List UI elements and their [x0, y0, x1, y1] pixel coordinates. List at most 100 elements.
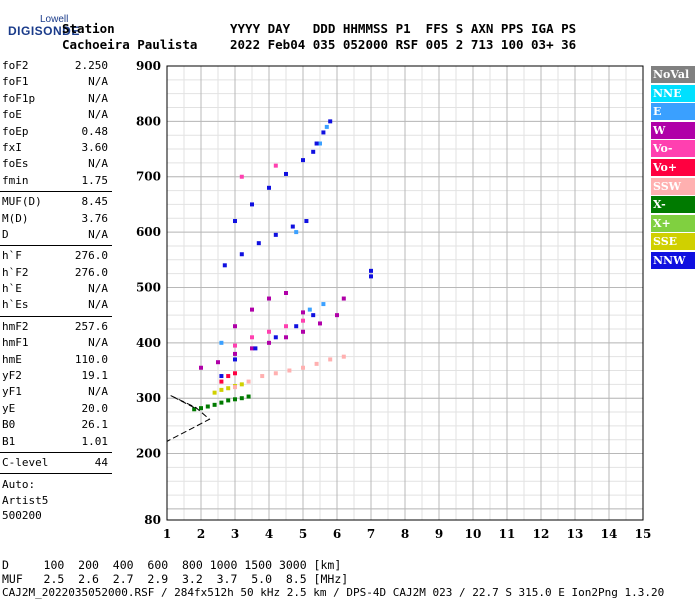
y-tick-label: 200	[136, 447, 161, 461]
legend-item: NNW	[651, 251, 695, 269]
logo-digisonde: DIGISONDE	[8, 24, 80, 38]
data-point	[318, 321, 322, 326]
parameter-row: hmF1 N/A	[0, 335, 112, 351]
x-tick-label: 1	[163, 527, 171, 541]
data-point	[205, 404, 210, 409]
x-tick-label: 15	[635, 527, 652, 541]
data-point	[233, 343, 237, 348]
data-point	[253, 346, 258, 351]
x-tick-label: 6	[333, 527, 341, 541]
autoscaling-info: Auto: Artist5 500200	[2, 478, 48, 525]
parameter-name: h`F2	[2, 265, 29, 279]
data-point	[267, 185, 271, 190]
parameter-value: 44	[94, 455, 108, 469]
x-tick-label: 2	[197, 527, 205, 541]
legend-item: X+	[651, 214, 695, 232]
parameter-name: fxI	[2, 140, 22, 154]
data-point	[219, 379, 224, 384]
parameter-value: N/A	[88, 385, 108, 399]
parameter-row: foF1 N/A	[0, 74, 112, 90]
parameter-value: 8.45	[81, 195, 109, 209]
parameter-value: N/A	[88, 227, 108, 241]
y-tick-label: 80	[144, 513, 161, 527]
header-station-label: Station	[62, 21, 115, 36]
parameter-row: foE N/A	[0, 107, 112, 123]
parameter-row: MUF(D) 8.45	[0, 194, 112, 210]
data-point	[219, 400, 224, 405]
data-point	[311, 313, 316, 318]
y-tick-label: 900	[136, 59, 161, 73]
parameter-value: 1.01	[81, 434, 109, 448]
parameter-row: fmin 1.75	[0, 173, 112, 189]
data-point	[233, 324, 237, 329]
data-point	[301, 310, 305, 315]
parameter-value: 2.250	[74, 59, 108, 72]
file-info-footer: CAJ2M_2022035052000.RSF / 284fx512h 50 k…	[2, 586, 665, 599]
data-point	[284, 335, 288, 340]
data-point	[301, 318, 305, 323]
legend-item: W	[651, 121, 695, 139]
parameter-value: 0.48	[81, 124, 109, 138]
data-point	[256, 241, 261, 246]
parameter-name: M(D)	[2, 211, 29, 225]
data-point	[222, 263, 227, 268]
parameter-row: yE 20.0	[0, 401, 112, 417]
data-point	[239, 252, 244, 257]
data-point	[335, 313, 339, 318]
parameter-row: hmF2 257.6	[0, 319, 112, 335]
data-point	[301, 158, 305, 163]
x-tick-label: 14	[601, 527, 618, 541]
data-point	[216, 360, 220, 365]
legend-item: SSW	[651, 177, 695, 195]
parameter-name: D	[2, 227, 9, 241]
parameter-divider	[0, 451, 112, 453]
parameter-row: D N/A	[0, 227, 112, 243]
parameter-value: N/A	[88, 282, 108, 296]
data-point	[328, 357, 333, 362]
parameter-row: foEs N/A	[0, 156, 112, 172]
x-tick-label: 5	[299, 527, 307, 541]
legend-item: E	[651, 103, 695, 121]
legend-item: SSE	[651, 233, 695, 251]
data-point	[324, 124, 329, 129]
parameter-row: h`F 276.0	[0, 248, 112, 264]
parameter-value: 3.60	[81, 140, 109, 154]
legend-item: NoVal	[651, 66, 695, 83]
parameter-panel: foF2 2.250 foF1 N/A foF1p N/A foE N/A foEp 0.48 fx…	[0, 58, 112, 476]
data-point	[233, 397, 237, 402]
header-columns: YYYY DAY DDD HHMMSS P1 FFS S AXN PPS IGA…	[230, 21, 577, 36]
parameter-divider	[0, 245, 112, 247]
x-tick-label: 8	[401, 527, 409, 541]
parameter-name: foEp	[2, 124, 29, 138]
y-tick-label: 600	[136, 225, 161, 239]
parameter-row: fxI 3.60	[0, 140, 112, 156]
parameter-row: h`Es N/A	[0, 297, 112, 313]
auto-line: Artist5	[2, 493, 49, 507]
parameter-value: 276.0	[74, 265, 108, 279]
parameter-value: N/A	[88, 298, 108, 312]
data-point	[301, 329, 305, 334]
parameter-row: yF2 19.1	[0, 368, 112, 384]
parameter-name: foF1p	[2, 91, 36, 105]
data-point	[239, 382, 244, 387]
data-point	[341, 354, 346, 359]
data-point	[273, 232, 278, 237]
data-point	[250, 307, 254, 312]
data-point	[219, 340, 224, 345]
data-point	[267, 296, 271, 301]
parameter-name: hmF1	[2, 336, 29, 350]
logo-lowell: Lowell	[40, 14, 69, 25]
parameter-row: B1 1.01	[0, 434, 112, 450]
data-point	[250, 335, 254, 340]
data-point	[233, 351, 237, 356]
parameter-row: yF1 N/A	[0, 384, 112, 400]
data-point	[284, 171, 288, 176]
parameter-divider	[0, 473, 112, 475]
parameter-value: N/A	[88, 336, 108, 350]
x-tick-label: 12	[533, 527, 550, 541]
y-tick-label: 300	[136, 391, 161, 405]
parameter-row: foF1p N/A	[0, 91, 112, 107]
data-point	[307, 307, 312, 312]
parameter-row: foF2 2.250	[0, 58, 112, 74]
data-point	[219, 374, 224, 379]
